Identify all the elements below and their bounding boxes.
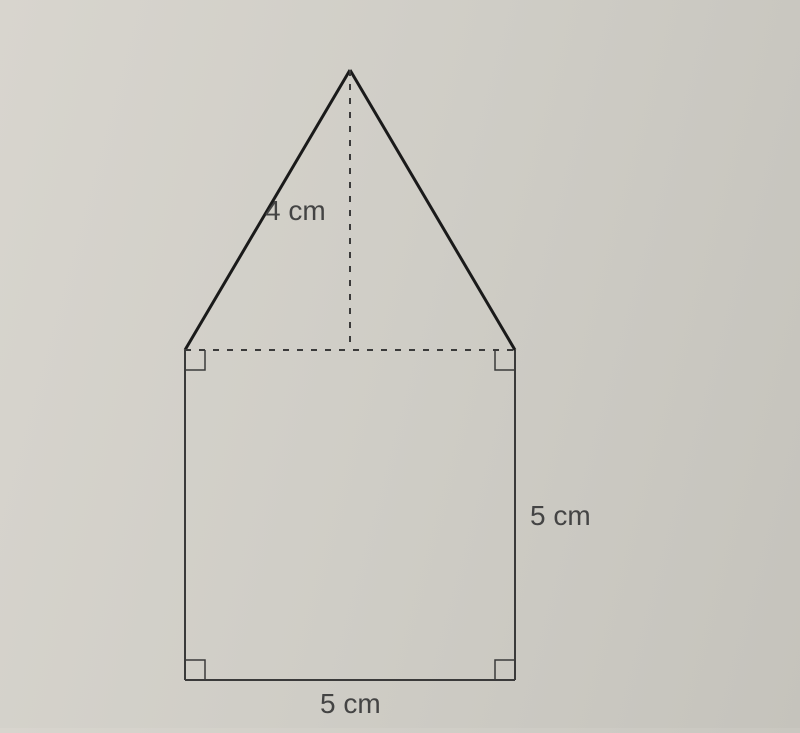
triangle-right-side <box>350 70 515 350</box>
right-angle-bottom-left <box>185 660 205 680</box>
diagram-svg <box>0 0 800 728</box>
square-right-label: 5 cm <box>530 500 591 532</box>
triangle-height-label: 4 cm <box>265 195 326 227</box>
geometry-diagram: 4 cm 5 cm 5 cm <box>0 0 800 728</box>
square-bottom-label: 5 cm <box>320 688 381 720</box>
right-angle-top-right <box>495 350 515 370</box>
right-angle-bottom-right <box>495 660 515 680</box>
right-angle-top-left <box>185 350 205 370</box>
